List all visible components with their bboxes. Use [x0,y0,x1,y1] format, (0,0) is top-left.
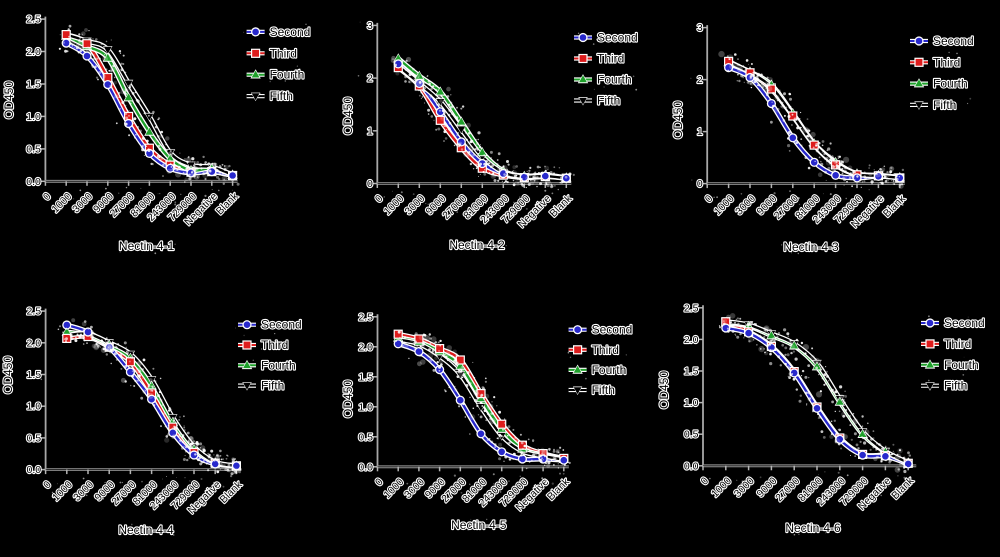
svg-text:Nectin-4-4: Nectin-4-4 [118,523,174,537]
svg-text:Fourth: Fourth [261,358,296,372]
svg-text:Fifth: Fifth [270,89,293,103]
svg-text:Third: Third [592,343,619,357]
svg-text:Third: Third [270,46,297,60]
svg-text:OD450: OD450 [2,81,16,119]
svg-text:0.5: 0.5 [358,431,373,443]
svg-text:2.0: 2.0 [26,46,41,58]
svg-text:Second: Second [261,318,302,332]
svg-text:Second: Second [944,316,985,330]
svg-text:1.0: 1.0 [26,401,41,413]
svg-text:Nectin-4-5: Nectin-4-5 [451,518,507,532]
svg-text:2.0: 2.0 [684,334,699,346]
svg-text:OD450: OD450 [1,356,15,394]
svg-text:2.5: 2.5 [684,302,699,314]
svg-text:0: 0 [367,178,373,190]
svg-text:Nectin-4-6: Nectin-4-6 [785,521,841,535]
svg-text:Third: Third [261,338,288,352]
svg-text:Fourth: Fourth [944,358,979,372]
svg-text:2.0: 2.0 [26,337,41,349]
svg-text:0.0: 0.0 [26,176,41,188]
svg-text:0.5: 0.5 [26,143,41,155]
svg-text:2: 2 [367,73,373,85]
svg-text:OD450: OD450 [671,101,685,139]
svg-text:3: 3 [367,20,373,32]
svg-text:0: 0 [697,178,703,190]
svg-text:Second: Second [270,25,311,39]
svg-text:Fourth: Fourth [270,68,305,82]
svg-text:1.5: 1.5 [684,366,699,378]
svg-text:0.5: 0.5 [26,432,41,444]
svg-text:2.5: 2.5 [26,306,41,318]
svg-text:Second: Second [597,31,638,45]
svg-text:OD450: OD450 [341,97,355,135]
svg-text:0.0: 0.0 [358,461,373,473]
svg-text:Fifth: Fifth [944,379,967,393]
svg-text:Fifth: Fifth [592,383,615,397]
svg-text:Nectin-4-1: Nectin-4-1 [119,239,175,253]
svg-text:Fifth: Fifth [597,94,620,108]
svg-text:Second: Second [592,323,633,337]
svg-text:1: 1 [697,126,703,138]
svg-text:Second: Second [933,34,974,48]
svg-text:Fourth: Fourth [592,363,627,377]
svg-text:Fourth: Fourth [597,73,632,87]
svg-text:1.0: 1.0 [358,401,373,413]
svg-text:2.5: 2.5 [26,14,41,26]
svg-text:1.5: 1.5 [26,369,41,381]
svg-text:Nectin-4-3: Nectin-4-3 [783,240,839,254]
svg-text:OD450: OD450 [657,371,671,409]
svg-text:0.5: 0.5 [684,429,699,441]
svg-text:0.0: 0.0 [684,460,699,472]
svg-text:3: 3 [697,22,703,34]
svg-text:Third: Third [597,52,624,66]
svg-text:2.5: 2.5 [358,311,373,323]
svg-text:1.0: 1.0 [26,111,41,123]
svg-text:Fifth: Fifth [933,98,956,112]
svg-text:1: 1 [367,125,373,137]
svg-text:Fifth: Fifth [261,379,284,393]
svg-text:2: 2 [697,74,703,86]
svg-text:1.0: 1.0 [684,397,699,409]
svg-text:OD450: OD450 [341,380,355,418]
svg-text:0.0: 0.0 [26,464,41,476]
svg-text:Third: Third [944,337,971,351]
svg-text:Fourth: Fourth [933,77,968,91]
svg-text:Third: Third [933,55,960,69]
svg-text:1.5: 1.5 [358,371,373,383]
svg-text:1.5: 1.5 [26,79,41,91]
svg-text:2.0: 2.0 [358,341,373,353]
svg-text:Nectin-4-2: Nectin-4-2 [449,238,505,252]
